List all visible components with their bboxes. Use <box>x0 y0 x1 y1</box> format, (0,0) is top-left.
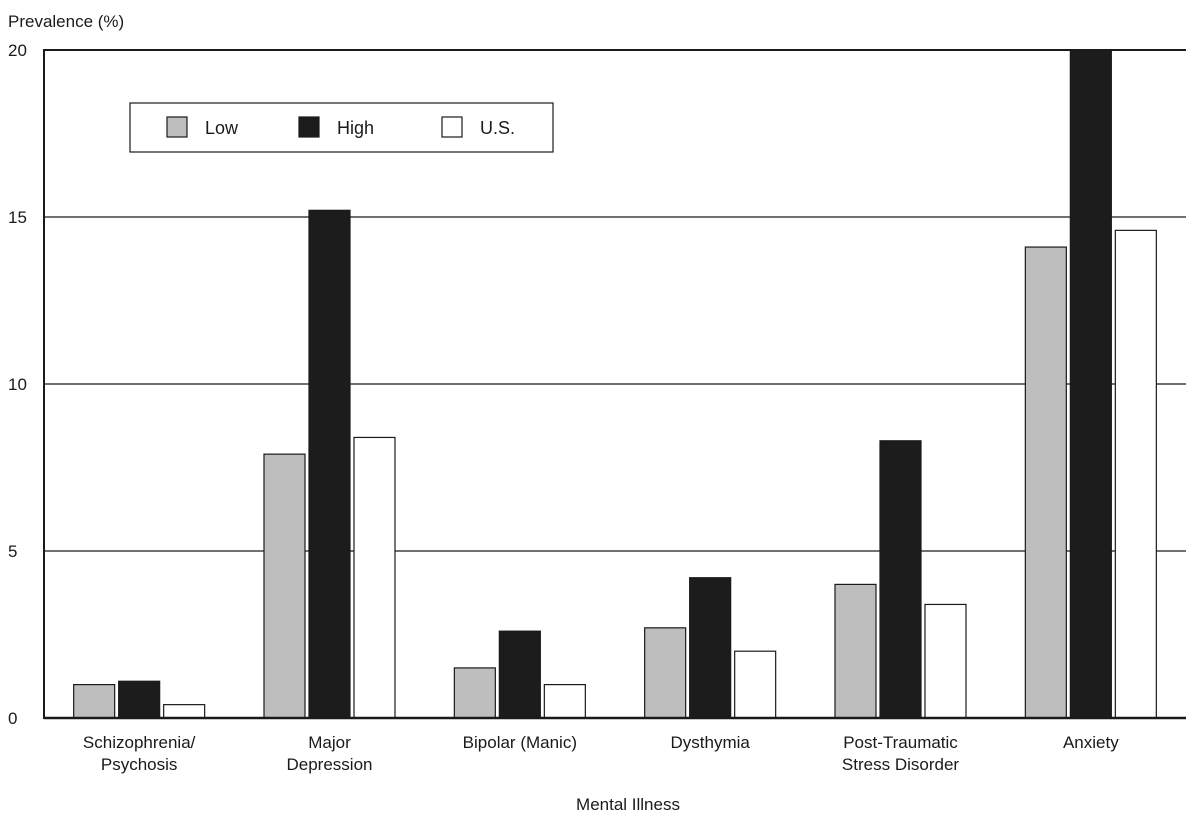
y-tick-label: 5 <box>8 542 17 561</box>
bar-low <box>453 667 496 719</box>
bar-u-s <box>163 704 206 719</box>
bar-high <box>308 209 351 719</box>
bar-low <box>263 453 306 719</box>
bar-high <box>498 630 541 719</box>
x-tick-label: Anxiety <box>1063 733 1119 752</box>
bar-u-s <box>734 650 777 719</box>
legend-swatch <box>166 116 188 138</box>
legend-label: Low <box>205 118 239 138</box>
bar-u-s <box>353 436 396 719</box>
x-axis-title: Mental Illness <box>576 795 680 814</box>
legend-label: High <box>337 118 374 138</box>
y-axis-title: Prevalence (%) <box>8 12 124 31</box>
x-tick-label: Stress Disorder <box>842 755 959 774</box>
gridlines <box>44 49 1186 552</box>
bar-low <box>644 627 687 719</box>
bar-low <box>1024 246 1067 719</box>
axes: 0 5 10 15 20 Schizophrenia/Psychosis Major Depr… <box>8 41 1186 774</box>
bars <box>73 49 1157 719</box>
y-tick-label: 10 <box>8 375 27 394</box>
x-tick-label: Schizophrenia/ <box>83 733 196 752</box>
x-tick-label: Depression <box>287 755 373 774</box>
bar-low <box>834 583 877 719</box>
bar-low <box>73 683 116 719</box>
y-tick-label: 20 <box>8 41 27 60</box>
x-tick-label: Major <box>308 733 351 752</box>
bar-high <box>118 680 161 719</box>
y-tick-label: 0 <box>8 709 17 728</box>
y-tick-label: 15 <box>8 208 27 227</box>
legend-swatch <box>298 116 320 138</box>
x-tick-label: Post-Traumatic <box>843 733 958 752</box>
legend-box <box>129 102 554 153</box>
bar-high <box>879 440 922 719</box>
x-tick-label: Psychosis <box>101 755 178 774</box>
bar-u-s <box>1114 229 1157 719</box>
bar-high <box>1069 49 1112 719</box>
bar-high <box>689 577 732 719</box>
x-tick-label: Dysthymia <box>670 733 750 752</box>
bar-u-s <box>543 683 586 719</box>
bar-u-s <box>924 603 967 719</box>
x-tick-label: Bipolar (Manic) <box>463 733 577 752</box>
legend-label: U.S. <box>480 118 515 138</box>
legend-swatch <box>441 116 463 138</box>
legend: Low High U.S. <box>129 102 554 153</box>
